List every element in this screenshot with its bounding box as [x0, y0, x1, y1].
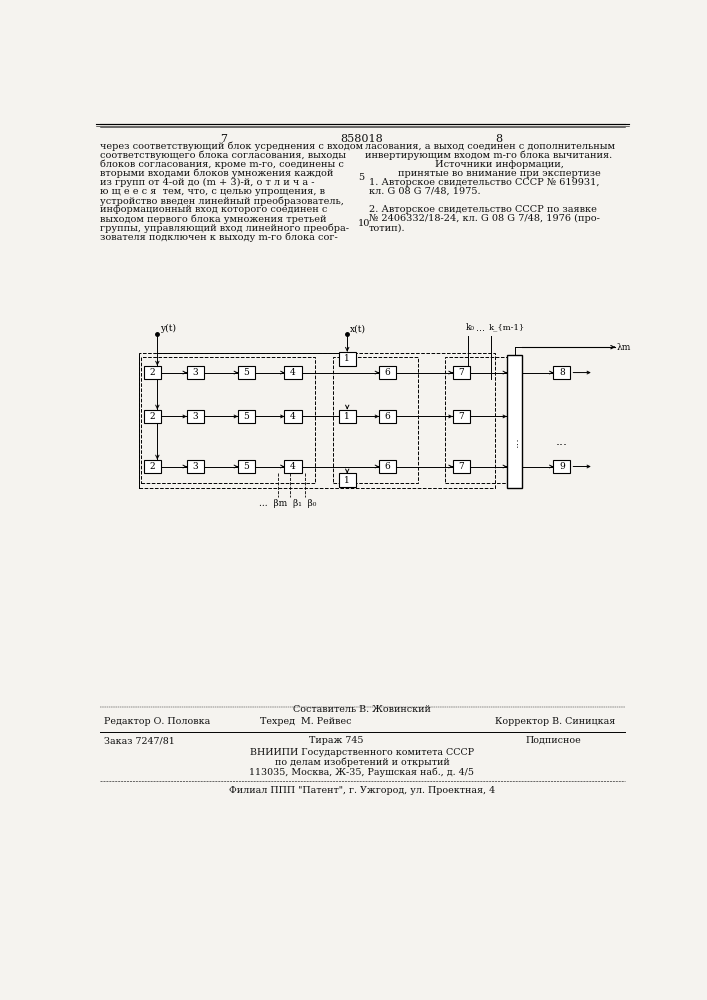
Text: устройство введен линейный преобразователь,: устройство введен линейный преобразовате… — [100, 196, 344, 206]
Text: группы, управляющий вход линейного преобра-: группы, управляющий вход линейного преоб… — [100, 223, 349, 233]
Bar — [284, 460, 301, 473]
Text: 7: 7 — [458, 368, 464, 377]
Text: соответствующего блока согласования, выходы: соответствующего блока согласования, вых… — [100, 151, 346, 160]
Text: ...: ... — [510, 436, 520, 447]
Text: выходом первого блока умножения третьей: выходом первого блока умножения третьей — [100, 214, 327, 224]
Text: кл. G 08 G 7/48, 1975.: кл. G 08 G 7/48, 1975. — [369, 187, 481, 196]
Text: 2: 2 — [150, 368, 156, 377]
Bar — [144, 460, 161, 473]
Bar — [284, 366, 301, 379]
Text: зователя подключен к выходу m-го блока сог-: зователя подключен к выходу m-го блока с… — [100, 232, 338, 242]
Bar — [452, 460, 469, 473]
Text: ...  βm  β₁  β₀: ... βm β₁ β₀ — [259, 499, 316, 508]
Text: 9: 9 — [559, 462, 565, 471]
Text: Тираж 745: Тираж 745 — [309, 736, 363, 745]
Text: инвертирующим входом m-го блока вычитания.: инвертирующим входом m-го блока вычитани… — [365, 151, 612, 160]
Text: принятые во внимание при экспертизе: принятые во внимание при экспертизе — [398, 169, 600, 178]
Text: 1: 1 — [344, 476, 350, 485]
Text: Составитель В. Жовинский: Составитель В. Жовинский — [293, 705, 431, 714]
Text: 5: 5 — [243, 368, 250, 377]
Text: ю щ е е с я  тем, что, с целью упрощения, в: ю щ е е с я тем, что, с целью упрощения,… — [100, 187, 325, 196]
Text: 1: 1 — [344, 412, 350, 421]
Text: 8: 8 — [559, 368, 565, 377]
Text: 5: 5 — [243, 412, 250, 421]
Bar — [284, 410, 301, 423]
Bar — [238, 410, 255, 423]
Bar — [238, 366, 255, 379]
Text: 7: 7 — [458, 412, 464, 421]
Text: Редактор О. Половка: Редактор О. Половка — [104, 717, 210, 726]
Text: Корректор В. Синицкая: Корректор В. Синицкая — [495, 717, 615, 726]
Text: ласования, а выход соединен с дополнительным: ласования, а выход соединен с дополнител… — [365, 142, 615, 151]
Text: информационный вход которого соединен с: информационный вход которого соединен с — [100, 205, 327, 214]
Bar — [379, 366, 396, 379]
Bar — [238, 460, 255, 473]
Text: 6: 6 — [385, 412, 390, 421]
Bar — [144, 366, 161, 379]
Text: Подписное: Подписное — [525, 736, 581, 745]
Bar — [187, 410, 204, 423]
Text: 4: 4 — [290, 412, 296, 421]
Text: 3: 3 — [192, 368, 198, 377]
Bar — [554, 366, 571, 379]
Text: k₀: k₀ — [466, 323, 475, 332]
Text: ВНИИПИ Государственного комитета СССР: ВНИИПИ Государственного комитета СССР — [250, 748, 474, 757]
Text: Филиал ППП "Патент", г. Ужгород, ул. Проектная, 4: Филиал ППП "Патент", г. Ужгород, ул. Про… — [229, 786, 495, 795]
Bar — [379, 460, 396, 473]
Bar — [141, 357, 315, 483]
Text: λm: λm — [617, 343, 631, 352]
Text: 113035, Москва, Ж-35, Раушская наб., д. 4/5: 113035, Москва, Ж-35, Раушская наб., д. … — [250, 768, 474, 777]
Text: 2: 2 — [150, 462, 156, 471]
Bar — [554, 460, 571, 473]
Text: 7: 7 — [458, 462, 464, 471]
Text: 5: 5 — [243, 462, 250, 471]
Bar — [339, 473, 356, 487]
Text: № 2406332/18-24, кл. G 08 G 7/48, 1976 (про-: № 2406332/18-24, кл. G 08 G 7/48, 1976 (… — [369, 214, 600, 223]
Text: x(t): x(t) — [349, 324, 366, 333]
Text: 8: 8 — [496, 134, 503, 144]
Bar — [452, 410, 469, 423]
Bar — [452, 366, 469, 379]
Text: ...: ... — [476, 323, 485, 333]
Text: y(t): y(t) — [160, 324, 175, 333]
Text: Источники информации,: Источники информации, — [435, 160, 563, 169]
Text: тотип).: тотип). — [369, 223, 406, 232]
Text: 2. Авторское свидетельство СССР по заявке: 2. Авторское свидетельство СССР по заявк… — [369, 205, 597, 214]
Text: 3: 3 — [192, 462, 198, 471]
Text: 4: 4 — [290, 368, 296, 377]
Bar — [332, 357, 418, 483]
Text: вторыми входами блоков умножения каждой: вторыми входами блоков умножения каждой — [100, 169, 334, 178]
Text: 6: 6 — [385, 462, 390, 471]
Bar — [139, 353, 495, 488]
Text: k_{m-1}: k_{m-1} — [489, 324, 525, 332]
Text: блоков согласования, кроме m-го, соединены с: блоков согласования, кроме m-го, соедине… — [100, 160, 344, 169]
Text: 2: 2 — [150, 412, 156, 421]
Bar — [187, 460, 204, 473]
Bar — [445, 357, 513, 483]
Text: через соответствующий блок усреднения с входом: через соответствующий блок усреднения с … — [100, 142, 363, 151]
Text: 7: 7 — [221, 134, 228, 144]
Bar — [187, 366, 204, 379]
Text: Техред  М. Рейвес: Техред М. Рейвес — [259, 717, 351, 726]
Bar — [379, 410, 396, 423]
Text: Заказ 7247/81: Заказ 7247/81 — [104, 736, 175, 745]
Text: 10: 10 — [358, 219, 370, 228]
Text: 5: 5 — [358, 173, 364, 182]
Text: 1. Авторское свидетельство СССР № 619931,: 1. Авторское свидетельство СССР № 619931… — [369, 178, 600, 187]
Text: 858018: 858018 — [341, 134, 383, 144]
Text: из групп от 4-ой до (m + 3)-й, о т л и ч а -: из групп от 4-ой до (m + 3)-й, о т л и ч… — [100, 178, 315, 187]
Bar — [339, 352, 356, 366]
Bar — [144, 410, 161, 423]
Text: ...: ... — [556, 435, 568, 448]
Text: 6: 6 — [385, 368, 390, 377]
Text: 1: 1 — [344, 354, 350, 363]
Text: 3: 3 — [192, 412, 198, 421]
Bar — [339, 410, 356, 423]
Text: по делам изобретений и открытий: по делам изобретений и открытий — [274, 758, 450, 767]
Bar — [507, 355, 522, 488]
Text: 4: 4 — [290, 462, 296, 471]
